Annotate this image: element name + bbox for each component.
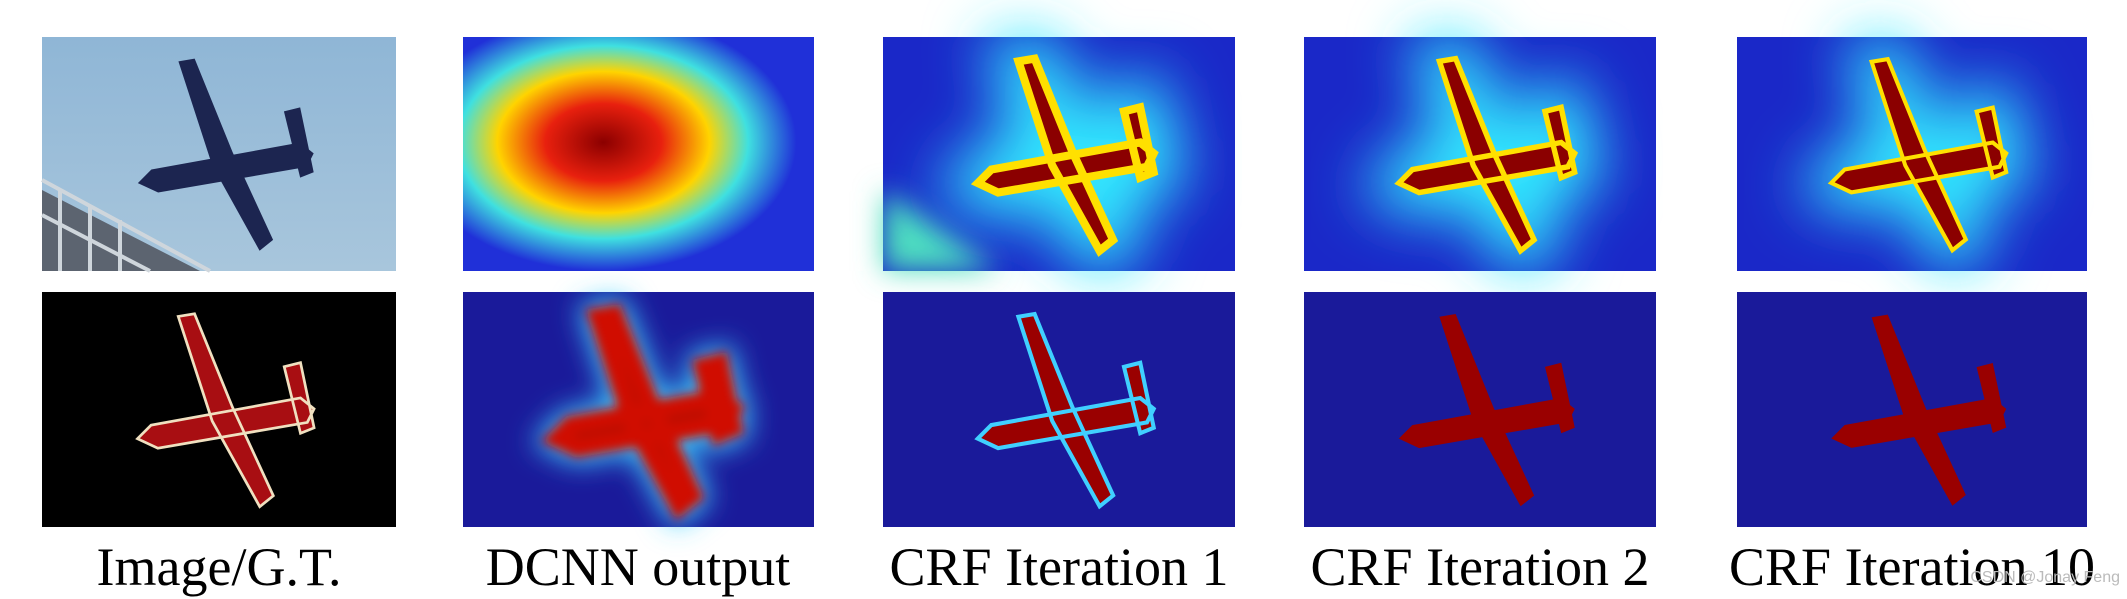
caption: DCNN output — [486, 537, 791, 597]
caption: Image/G.T. — [97, 537, 342, 597]
caption: CRF Iteration 1 — [890, 537, 1229, 597]
dcnn-bottom-panel — [463, 292, 814, 527]
crf2-bottom-panel — [1304, 292, 1656, 527]
crf2-top-panel — [1304, 37, 1656, 271]
ground-truth-panel — [42, 292, 396, 527]
crf1-bottom-panel — [883, 292, 1235, 527]
crf1-top-panel — [883, 37, 1235, 271]
dcnn-top-panel — [463, 37, 814, 271]
crf10-bottom-panel — [1737, 292, 2087, 527]
caption: CRF Iteration 2 — [1311, 537, 1650, 597]
image-panel — [41, 37, 396, 273]
crf10-top-panel — [1737, 37, 2087, 271]
watermark: CSDN @Jonay Feng — [1970, 569, 2120, 586]
caption: CRF Iteration 10 — [1729, 537, 2095, 597]
